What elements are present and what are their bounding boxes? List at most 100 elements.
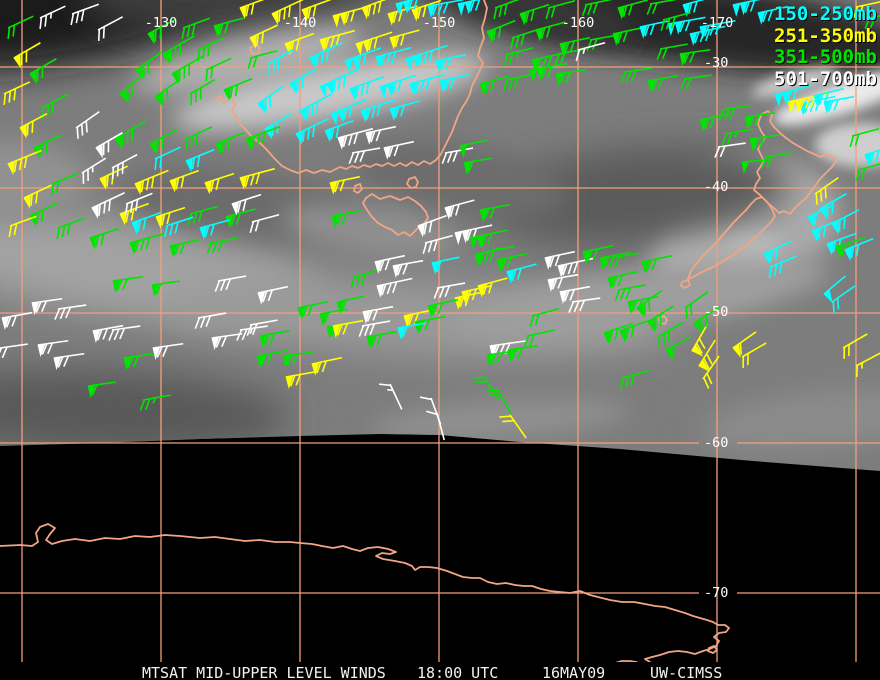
wind-barb	[855, 352, 880, 377]
wind-barb	[239, 167, 275, 190]
wind-barb	[849, 127, 880, 148]
wind-barb	[427, 298, 458, 318]
wind-barb	[358, 320, 391, 337]
wind-barb	[479, 203, 511, 223]
wind-barb	[433, 282, 466, 299]
wind-barb	[417, 214, 447, 238]
wind-barb	[811, 218, 841, 243]
wind-barb	[23, 184, 52, 209]
wind-barb	[295, 118, 329, 145]
wind-barb	[225, 208, 256, 229]
wind-barb	[684, 291, 709, 319]
footer-time: 18:00 UTC	[417, 664, 499, 680]
wind-barb	[814, 176, 839, 205]
wind-barb	[636, 289, 663, 318]
wind-barb	[657, 322, 684, 348]
wind-barb	[39, 5, 66, 30]
wind-barb	[134, 169, 169, 196]
wind-barb	[8, 215, 37, 238]
wind-barb	[53, 352, 85, 371]
wind-barb	[29, 202, 58, 227]
wind-barb	[768, 255, 797, 279]
wind-barb	[349, 75, 385, 101]
wind-barb	[206, 237, 239, 254]
wind-barb	[679, 48, 711, 67]
wind-barb	[823, 95, 855, 115]
wind-barb	[699, 112, 730, 132]
wind-barb	[614, 284, 647, 301]
wind-barb	[271, 0, 305, 25]
lat-label: -40	[704, 179, 728, 195]
wind-barb	[680, 74, 712, 90]
wind-barb	[519, 3, 550, 26]
legend-item-level-1: 150-250mb	[774, 3, 877, 25]
wind-barb	[379, 74, 417, 99]
wind-barb	[831, 285, 856, 313]
wind-barb	[152, 342, 184, 361]
wind-barb	[667, 16, 706, 37]
wind-barb	[608, 252, 640, 269]
wind-barb	[444, 199, 475, 220]
wind-barb	[647, 305, 675, 333]
coastline-nz-north-island	[753, 110, 837, 215]
wind-barb	[486, 349, 518, 368]
wind-barb	[427, 0, 464, 19]
wind-barb	[169, 238, 200, 258]
wind-barb	[454, 224, 493, 245]
wind-barb	[699, 19, 736, 40]
wind-barb	[461, 284, 492, 304]
wind-barb	[154, 146, 181, 171]
wind-barb	[139, 394, 171, 411]
legend-item-level-3: 351-500mb	[774, 46, 877, 68]
wind-barb	[763, 240, 792, 265]
wind-barb	[299, 93, 333, 122]
wind-barb	[331, 209, 363, 229]
wind-barb	[332, 319, 364, 339]
wind-barb	[397, 322, 426, 341]
wind-barb	[344, 47, 381, 73]
wind-barb	[544, 250, 575, 270]
wind-barb	[81, 157, 107, 184]
wind-barb	[422, 234, 453, 255]
wind-barb	[682, 0, 713, 17]
wind-barb	[119, 202, 149, 226]
wind-barb	[3, 81, 31, 106]
wind-barb	[246, 319, 278, 336]
wind-barb	[607, 270, 638, 290]
wind-barb	[559, 36, 590, 56]
wind-barb	[0, 343, 28, 359]
wind-barb	[31, 297, 63, 316]
lat-label: -30	[704, 55, 728, 71]
wind-barb	[147, 18, 176, 45]
wind-barb	[355, 31, 393, 56]
wind-barb	[378, 383, 403, 410]
wind-barb	[114, 120, 147, 150]
wind-barb	[617, 0, 648, 20]
wind-barb	[529, 307, 560, 328]
wind-barb	[813, 87, 844, 108]
wind-barb	[187, 205, 218, 226]
wind-barb	[774, 84, 812, 107]
wind-barb	[309, 42, 343, 69]
wind-barb	[297, 300, 328, 320]
coastline-nz-south-island	[687, 196, 776, 280]
wind-barb	[337, 127, 373, 150]
wind-barb	[236, 325, 268, 341]
wind-barb	[87, 381, 116, 399]
wind-barb	[169, 169, 199, 193]
wind-barb	[348, 147, 381, 164]
wind-barb	[852, 0, 880, 18]
coastline-layer	[0, 0, 837, 672]
wind-barb	[435, 53, 466, 73]
wind-barb	[483, 245, 515, 263]
wind-barb	[732, 331, 757, 358]
wind-barb	[92, 324, 124, 344]
wind-barb	[131, 211, 161, 235]
wind-barb	[620, 67, 653, 83]
wind-barb	[383, 140, 414, 160]
wind-barb	[581, 0, 614, 16]
wind-barb	[7, 15, 34, 40]
